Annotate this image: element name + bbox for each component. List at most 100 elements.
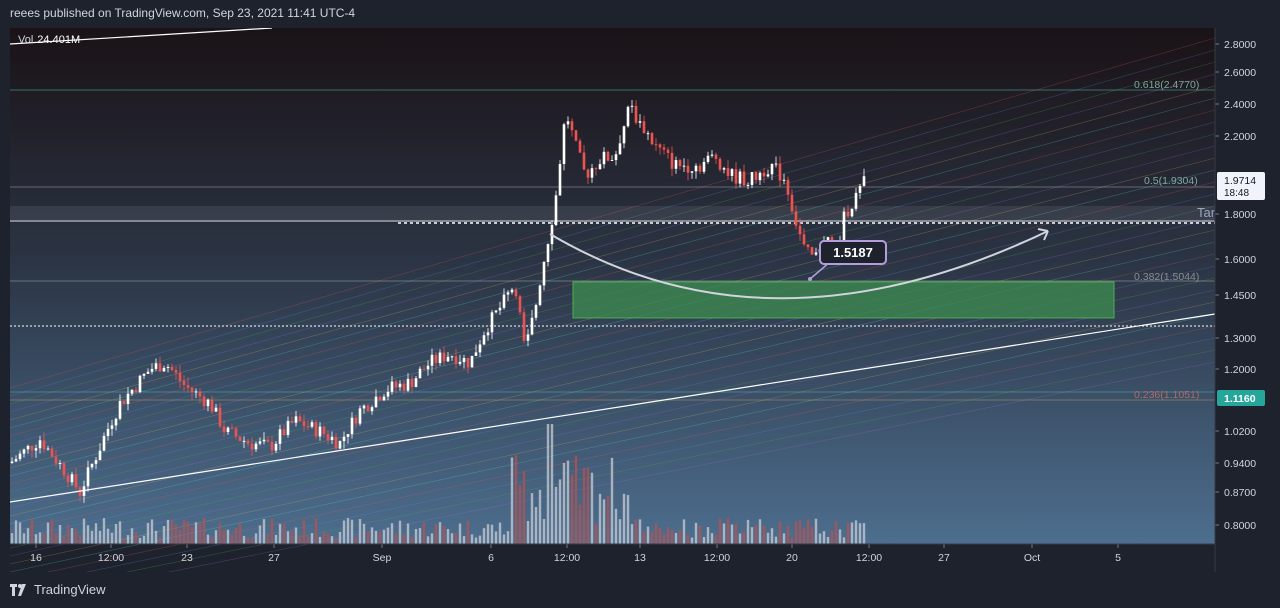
volume-bar xyxy=(242,535,246,544)
candle-body xyxy=(526,334,530,341)
volume-bar xyxy=(502,534,506,544)
volume-bar xyxy=(494,531,498,544)
volume-bar xyxy=(834,521,838,544)
volume-bar xyxy=(98,530,102,544)
candle-body xyxy=(570,121,574,131)
volume-bar xyxy=(154,530,158,544)
volume-bar xyxy=(18,522,22,544)
volume-bar xyxy=(730,524,734,544)
volume-bar xyxy=(538,489,542,544)
candle-body xyxy=(730,169,734,176)
volume-bar xyxy=(234,527,238,544)
candle-body xyxy=(814,252,818,255)
candle-body xyxy=(546,244,550,262)
volume-bar xyxy=(398,520,402,544)
volume-bar xyxy=(362,523,366,544)
volume-bar xyxy=(358,519,362,544)
candle-body xyxy=(358,408,362,424)
candle-body xyxy=(86,467,90,487)
candle-body xyxy=(278,429,282,444)
candle-body xyxy=(762,172,766,177)
candle-body xyxy=(90,463,94,468)
volume-bar xyxy=(466,520,470,544)
volume-bar xyxy=(350,519,354,544)
candle-body xyxy=(594,168,598,170)
volume-bar xyxy=(470,534,474,544)
volume-bar xyxy=(374,530,378,544)
candle-body xyxy=(670,152,674,169)
volume-bar xyxy=(514,455,518,544)
volume-bar xyxy=(738,533,742,544)
volume-bar xyxy=(346,518,350,544)
volume-bar xyxy=(22,533,26,544)
volume-bar xyxy=(706,527,710,544)
fan-line xyxy=(10,49,1216,397)
volume-bar xyxy=(298,535,302,544)
candle-body xyxy=(798,225,802,235)
time-tick-label: Oct xyxy=(1024,552,1040,564)
volume-bar xyxy=(462,536,466,544)
volume-bar xyxy=(150,519,154,544)
volume-bar xyxy=(774,536,778,544)
volume-bar xyxy=(274,534,278,544)
fan-line xyxy=(10,193,1216,493)
volume-value: 24.401M xyxy=(37,34,81,46)
volume-bar xyxy=(270,518,274,544)
candle-body xyxy=(466,357,470,368)
candle-body xyxy=(246,440,250,444)
volume-bar xyxy=(762,525,766,544)
fib-label: 0.618(2.4770) xyxy=(1134,79,1199,91)
volume-bar xyxy=(606,496,610,544)
fan-line xyxy=(10,73,1216,413)
volume-bar xyxy=(814,518,818,544)
candle-body xyxy=(774,163,778,165)
volume-bar xyxy=(718,518,722,544)
candle-body xyxy=(286,420,290,435)
candle-body xyxy=(294,416,298,423)
volume-label: Vol 24.401M xyxy=(18,34,80,46)
fib-label: 0.5(1.9304) xyxy=(1144,175,1198,187)
candle-body xyxy=(450,356,454,358)
volume-bar xyxy=(754,524,758,544)
volume-bar xyxy=(666,527,670,544)
candle-body xyxy=(270,441,274,451)
volume-bar xyxy=(522,471,526,544)
volume-bar xyxy=(226,529,230,544)
volume-bar xyxy=(78,535,82,544)
price-tick-label: 1.6000 xyxy=(1224,254,1256,266)
candle-body xyxy=(114,418,118,426)
candle-body xyxy=(250,443,254,450)
candle-body xyxy=(158,363,162,372)
candle-body xyxy=(118,401,122,419)
volume-bar xyxy=(410,536,414,544)
candle-body xyxy=(590,168,594,178)
volume-bar xyxy=(750,527,754,544)
time-tick-label: Sep xyxy=(373,552,392,564)
volume-bar xyxy=(186,521,190,544)
candle-body xyxy=(734,169,738,184)
volume-bar xyxy=(594,523,598,544)
candle-body xyxy=(274,443,278,451)
volume-bar xyxy=(174,524,178,544)
volume-bar xyxy=(714,535,718,544)
volume-bar xyxy=(586,467,590,544)
candle-body xyxy=(642,121,646,134)
candle-body xyxy=(810,247,814,255)
footer-brand[interactable]: TradingView xyxy=(10,582,106,597)
chart-area[interactable]: Tar 0.618(2.4770) 0.5(1.9304) 0.382(1.5044)… xyxy=(10,28,1268,572)
level-tag xyxy=(1217,390,1265,406)
volume-bar xyxy=(134,532,138,544)
candle-body xyxy=(218,407,222,427)
candle-body xyxy=(226,427,230,433)
candle-body xyxy=(322,426,326,435)
volume-bar xyxy=(42,533,46,544)
time-tick-label: 12:00 xyxy=(98,552,124,564)
volume-bar xyxy=(842,537,846,544)
current-price-tag xyxy=(1217,172,1265,200)
candle-body xyxy=(394,381,398,388)
time-tick-label: 13 xyxy=(634,552,646,564)
time-tick-label: 27 xyxy=(268,552,280,564)
candle-body xyxy=(302,421,306,427)
candle-body xyxy=(258,441,262,444)
volume-bar xyxy=(342,520,346,544)
